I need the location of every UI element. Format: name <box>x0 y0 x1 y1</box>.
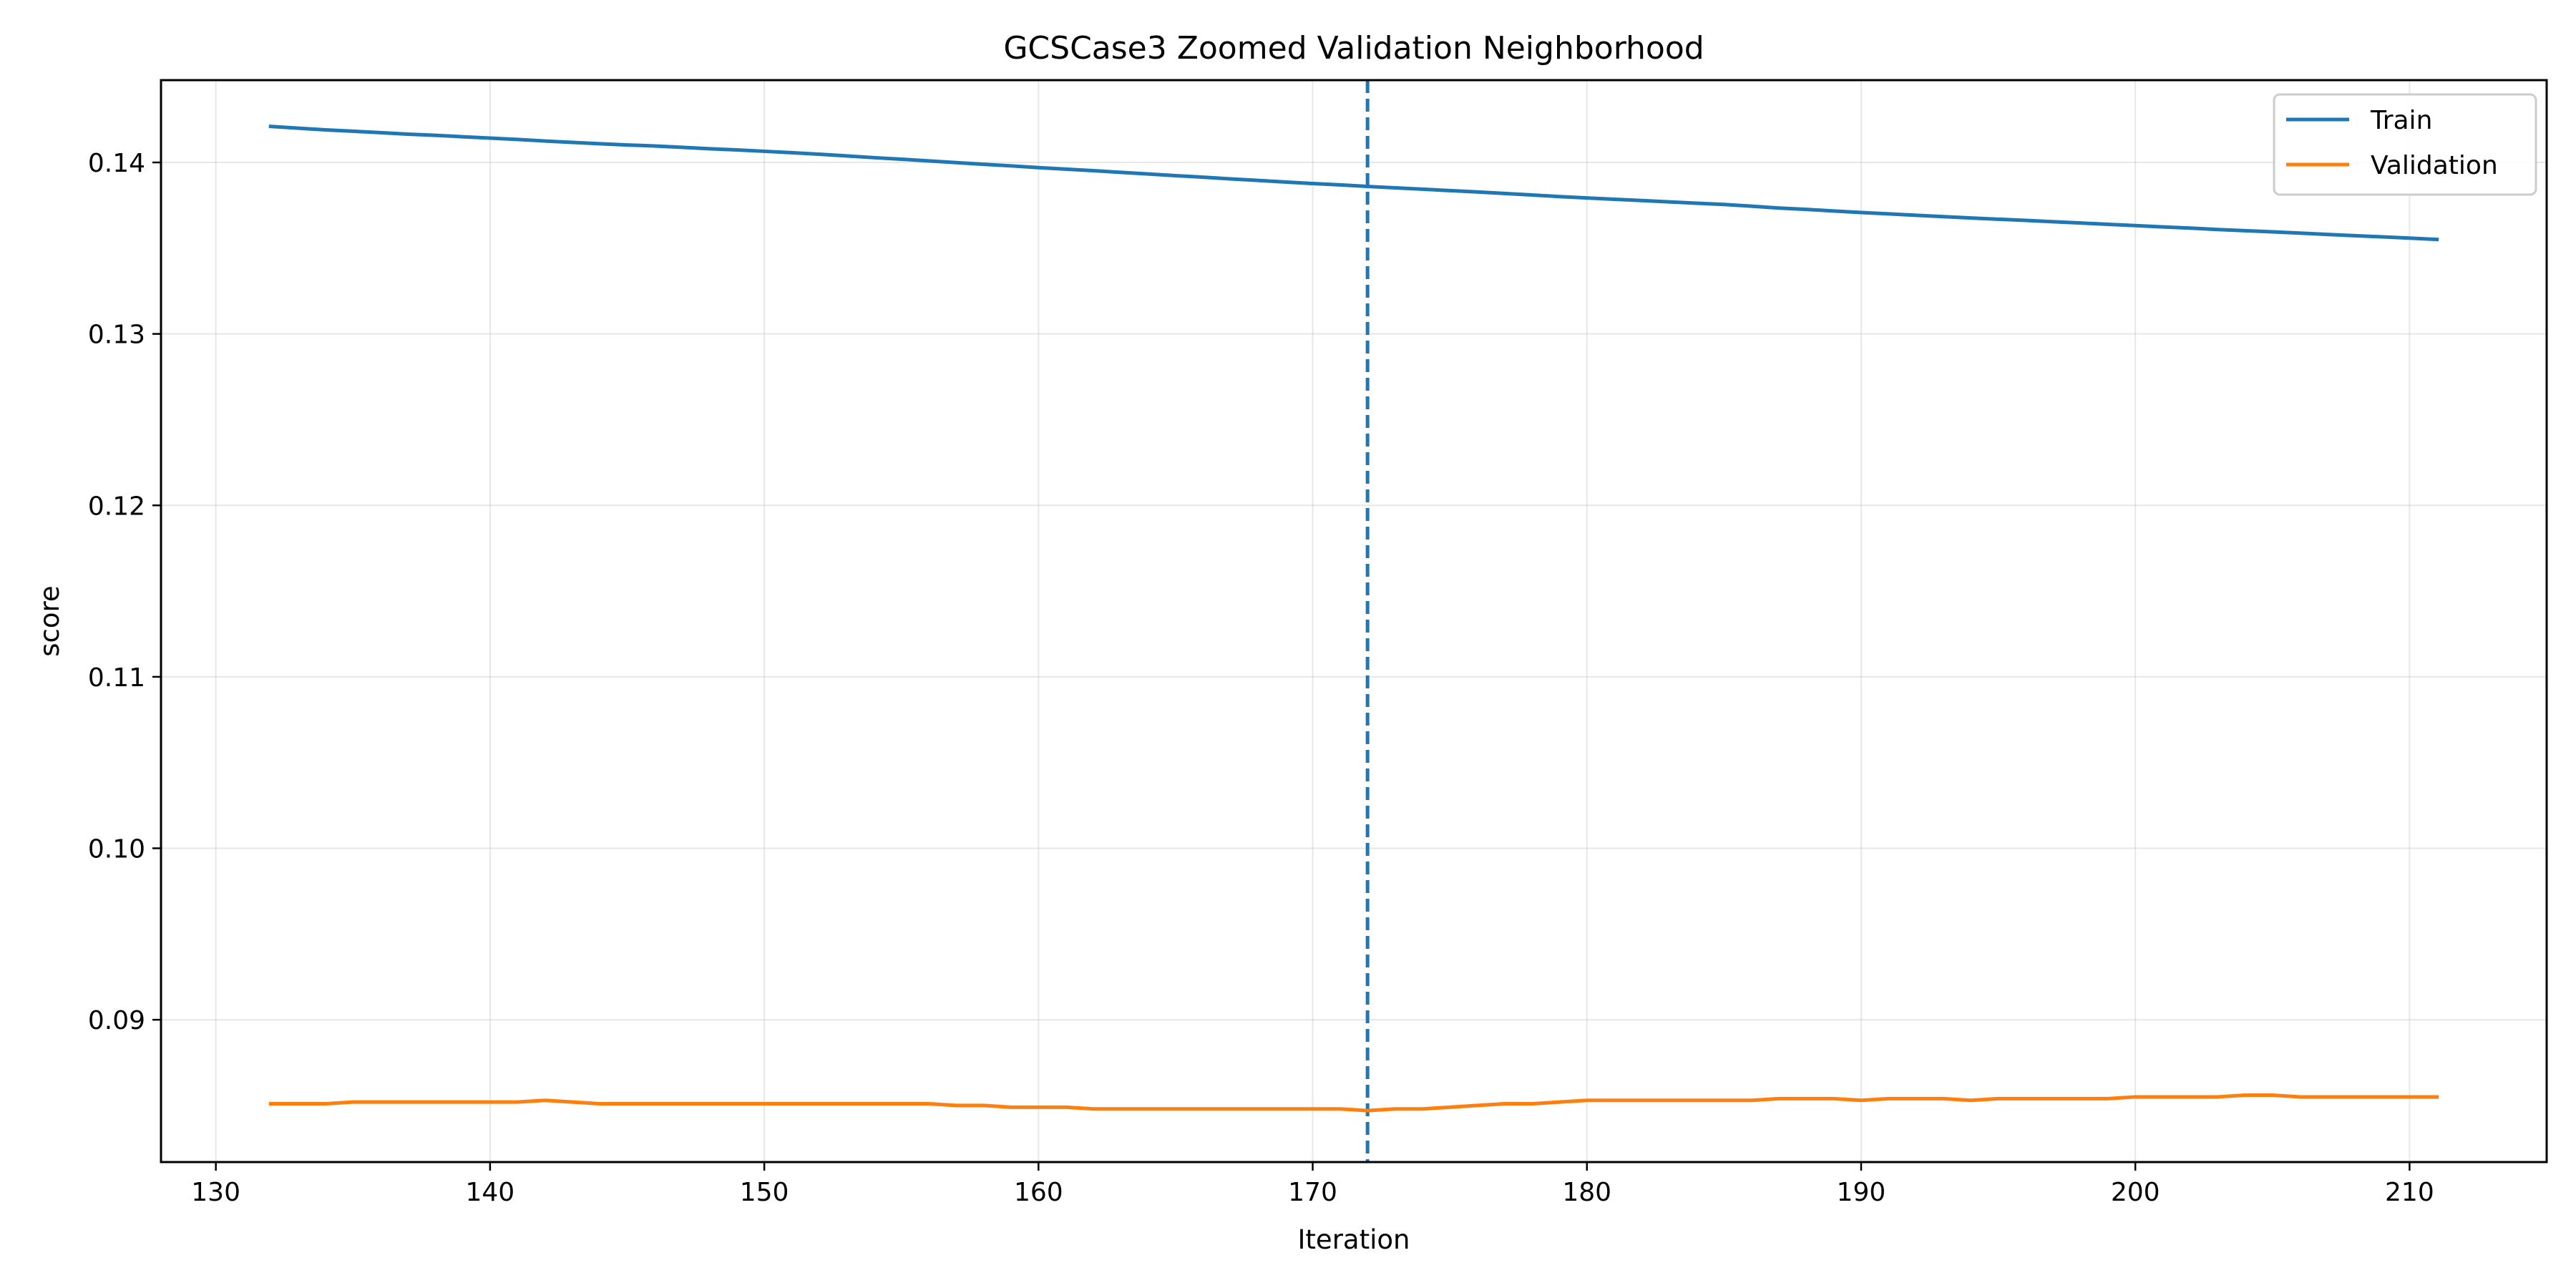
x-tick-label-180: 180 <box>1562 1178 1611 1207</box>
legend-label-train: Train <box>2370 106 2432 135</box>
x-axis-label: Iteration <box>1298 1224 1410 1255</box>
y-tick-label-0.12: 0.12 <box>88 492 145 521</box>
x-tick-label-200: 200 <box>2111 1178 2160 1207</box>
y-axis-label: score <box>34 585 65 656</box>
chart-title: GCSCase3 Zoomed Validation Neighborhood <box>1003 30 1704 67</box>
x-tick-label-160: 160 <box>1014 1178 1063 1207</box>
y-tick-label-0.11: 0.11 <box>88 663 145 693</box>
y-tick-label-0.09: 0.09 <box>88 1006 145 1035</box>
ticks: 130 140 150 160 170 180 190 200 210 0.09 0.10 0.11 0… <box>88 149 2434 1207</box>
grid <box>161 80 2547 1162</box>
x-tick-label-190: 190 <box>1837 1178 1886 1207</box>
y-tick-label-0.14: 0.14 <box>88 149 145 178</box>
x-tick-label-210: 210 <box>2385 1178 2434 1207</box>
series-line-validation <box>268 1093 2439 1113</box>
x-tick-label-150: 150 <box>740 1178 789 1207</box>
x-tick-label-130: 130 <box>191 1178 240 1207</box>
series-layer <box>268 125 2439 1113</box>
legend: Train Validation <box>2273 93 2537 196</box>
x-tick-label-170: 170 <box>1288 1178 1337 1207</box>
plot-frame <box>160 79 2548 1163</box>
y-tick-label-0.13: 0.13 <box>88 321 145 350</box>
series-line-train <box>268 125 2439 242</box>
x-tick-label-140: 140 <box>466 1178 515 1207</box>
legend-label-validation: Validation <box>2371 151 2498 180</box>
y-tick-label-0.10: 0.10 <box>88 834 145 864</box>
